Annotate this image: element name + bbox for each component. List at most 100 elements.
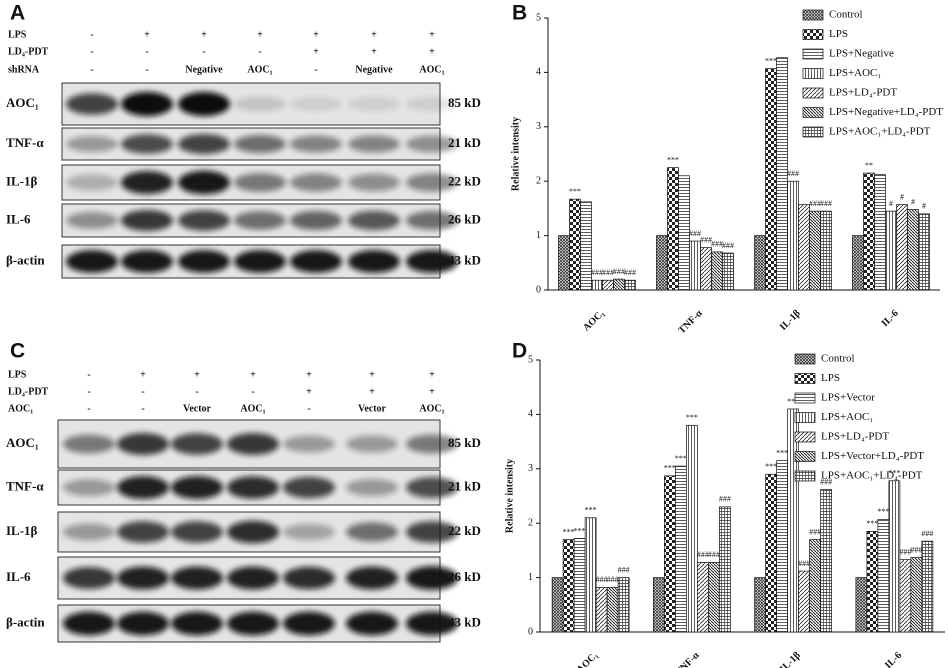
significance-label: *** [675,454,687,463]
bar [653,577,665,633]
x-tick-label: TNF-α [673,650,702,668]
blot-band [121,170,173,195]
blot-band [290,173,342,192]
condition-mark: + [429,46,435,57]
band-size: 21 kD [448,135,481,150]
condition-label: LD₄-PDT [8,46,49,57]
condition-mark: + [429,369,435,380]
bar [711,251,723,291]
blot-band [66,212,118,229]
legend-label: LPS+Negative [829,48,894,60]
panel-letter: A [10,2,25,25]
significance-label: ### [697,550,709,559]
condition-mark: + [429,29,435,40]
bar [569,198,581,291]
bar [885,210,897,291]
significance-label: *** [667,155,679,164]
significance-label: ### [708,550,720,559]
y-tick-label: 2 [536,175,541,186]
significance-label: ### [591,268,603,277]
bar [697,562,709,633]
legend-swatch [802,107,824,118]
bar [866,531,879,633]
band-size: 26 kD [448,569,481,584]
significance-label: *** [574,526,586,535]
condition-mark: - [251,386,254,397]
bar [921,540,934,633]
significance-label: ### [602,268,614,277]
bar [798,204,810,291]
band-size: 43 kD [448,614,481,629]
condition-label: LPS [8,369,27,380]
band-label: IL-6 [6,569,31,584]
band-size: 43 kD [448,252,481,267]
condition-mark: - [195,386,198,397]
blot-band [63,523,115,541]
bar [863,172,875,291]
legend-label: LPS+Vector [821,392,875,404]
condition-mark: + [429,386,435,397]
significance-label: ### [798,559,810,568]
blot-band [178,134,230,154]
bar [591,279,603,291]
significance-label: *** [787,397,799,406]
legend-label: LPS [821,372,840,384]
condition-mark: + [250,369,256,380]
bar [787,180,799,291]
blot-band [171,433,223,455]
legend-label: LPS+AOC₁ [829,67,881,79]
blot-band [283,523,335,541]
significance-label: ### [820,199,832,208]
bar [776,460,788,633]
legend-label: LPS+LD₄-PDT [829,87,897,99]
bar [580,201,592,291]
blot-band [406,611,458,636]
bar [595,587,608,633]
blot-band [406,96,458,112]
y-tick-label: 1 [528,572,533,583]
bar [896,204,908,291]
blot-band [348,135,400,153]
condition-mark: - [141,386,144,397]
blot-band [117,566,169,590]
blot-band [346,478,398,497]
bar [667,167,679,291]
condition-mark: Negative [355,64,393,75]
significance-label: ### [809,199,821,208]
significance-label: ### [910,545,922,554]
blot-band [227,566,279,590]
panel-letter: C [10,340,25,363]
band-size: 85 kD [448,95,481,110]
significance-label: ### [899,547,911,556]
blot-band [346,566,398,590]
significance-label: # [889,199,893,208]
bar [678,175,690,291]
y-tick-label: 0 [528,626,533,637]
y-axis-label: Relative intensity [504,459,515,533]
condition-mark: - [145,64,148,75]
blot-band [346,522,398,542]
significance-label: ### [719,495,731,504]
bar [798,570,810,633]
bar [754,577,766,633]
y-tick-label: 4 [528,409,533,420]
blot-band [406,135,458,153]
blot-band [290,250,342,273]
blot-band [171,521,223,543]
band-label: IL-1β [6,173,38,188]
bar [765,473,777,633]
condition-mark: + [371,29,377,40]
condition-mark: - [141,403,144,414]
bar [551,577,564,633]
blot-band [63,567,115,589]
band-size: 22 kD [448,523,481,538]
x-tick-label: TNF-α [677,308,706,337]
significance-label: *** [888,469,900,478]
bar [918,213,930,291]
bar [888,480,901,633]
legend-swatch [802,29,824,40]
bar [689,240,701,291]
bar [606,587,619,633]
condition-mark: AOC₁ [240,403,265,414]
